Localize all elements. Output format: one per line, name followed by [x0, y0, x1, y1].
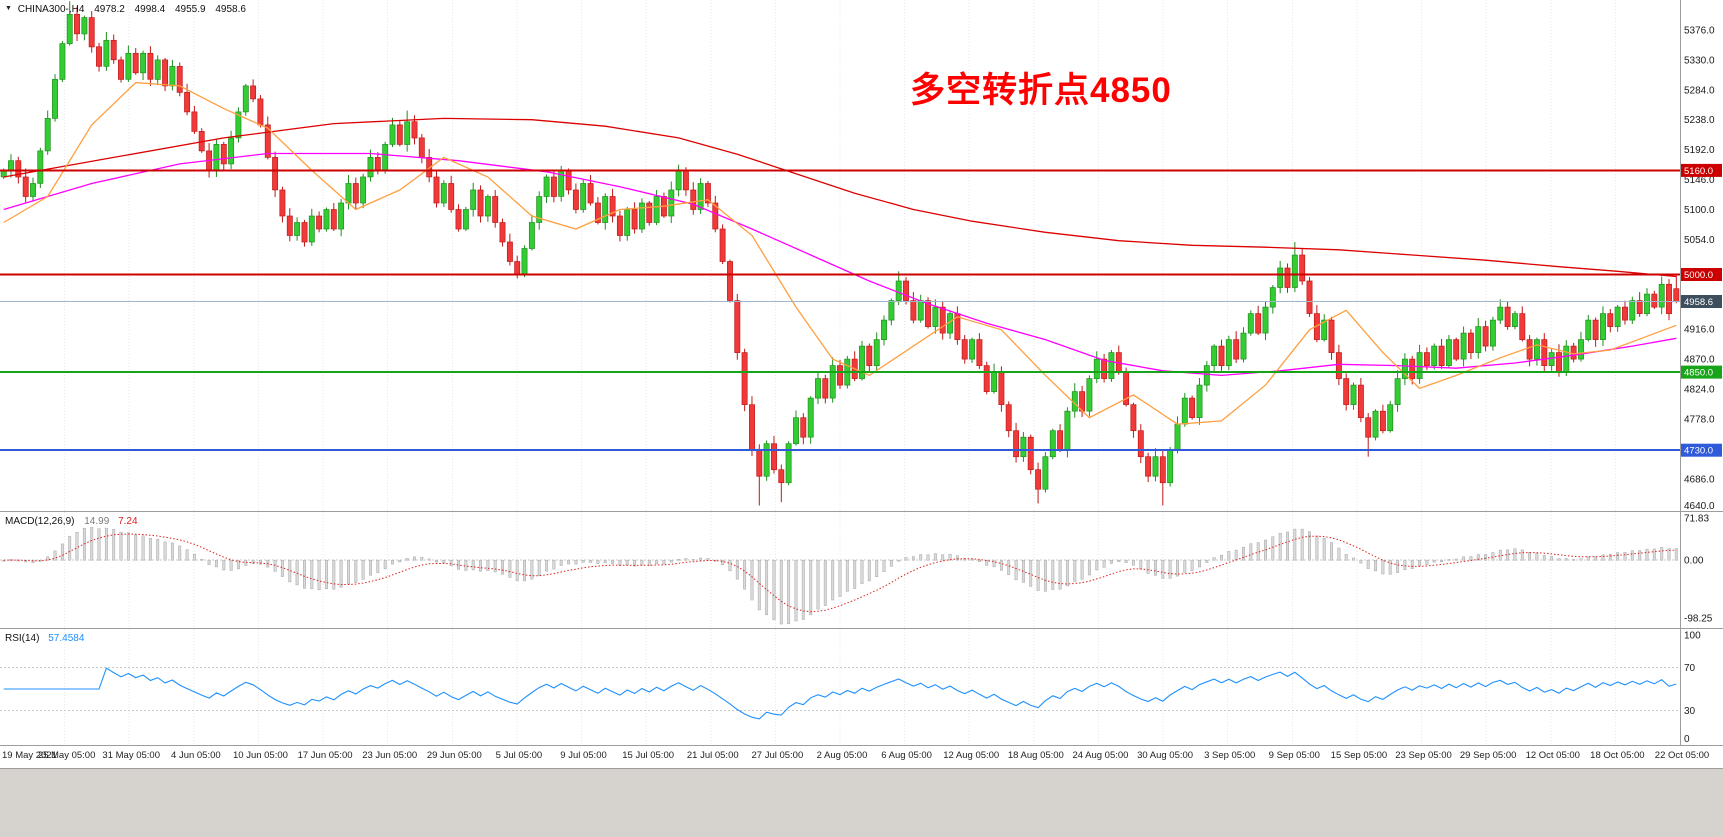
time-axis-label: 15 Jul 05:00: [622, 750, 675, 761]
rsi-axis-label: 0: [1684, 734, 1690, 745]
macd-value-signal: 7.24: [118, 516, 138, 527]
rsi-label-name: RSI(14): [5, 633, 40, 644]
rsi-axis-label: 30: [1684, 706, 1696, 717]
price-badge-text: 4850.0: [1684, 368, 1713, 379]
price-badge: [1681, 268, 1722, 281]
time-axis-label: 21 Jul 05:00: [686, 750, 739, 761]
time-axis[interactable]: 19 May 2021 25 May 05:00 31 May 05:00 4 Jun…: [0, 746, 1723, 768]
price-axis-label: 4824.0: [1684, 385, 1715, 396]
time-axis-label: 4 Jun 05:00: [171, 750, 221, 761]
price-axis-label: 5054.0: [1684, 235, 1715, 246]
price-axis-label: 4640.0: [1684, 501, 1715, 512]
time-axis-label: 15 Sep 05:00: [1330, 750, 1388, 761]
time-axis-label: 29 Jun 05:00: [426, 750, 482, 761]
annotation-text: 多空转折点4850: [910, 71, 1172, 110]
time-axis-label: 18 Aug 05:00: [1007, 750, 1064, 761]
time-axis-label: 23 Sep 05:00: [1395, 750, 1452, 761]
candlestick-layer: [0, 1, 1680, 506]
time-axis-label: 30 Aug 05:00: [1137, 750, 1194, 761]
time-axis-label: 10 Jun 05:00: [232, 750, 288, 761]
price-axis-label: 5376.0: [1684, 25, 1715, 36]
macd-value-main: 14.99: [84, 516, 110, 527]
vertical-gridlines: [64, 629, 1616, 746]
price-axis-label: 4778.0: [1684, 415, 1715, 426]
ma-mid-magenta: [3, 152, 1677, 377]
rsi-axis-label: 70: [1684, 663, 1696, 674]
price-axis-label: 4916.0: [1684, 325, 1715, 336]
price-axis-label: 5100.0: [1684, 205, 1715, 216]
symbol-period-label: CHINA300-,H4: [17, 4, 85, 15]
price-axis-label: 5284.0: [1684, 85, 1715, 96]
macd-indicator-label: MACD(12,26,9) 14.99 7.24: [5, 516, 138, 527]
ma-slow-red: [3, 117, 1677, 278]
time-axis-label: 25 May 05:00: [37, 750, 96, 761]
time-axis-label: 12 Aug 05:00: [943, 750, 1000, 761]
main-chart-pane[interactable]: 5376.0 5330.0 5284.0 5238.0 5192.0 5146.0 5100…: [0, 0, 1723, 512]
macd-axis-label: 0.00: [1684, 556, 1704, 567]
time-axis-label: 3 Sep 05:00: [1204, 750, 1256, 761]
price-axis-label: 5330.0: [1684, 55, 1715, 66]
price-badge-text: 4958.6: [1684, 297, 1713, 308]
price-badge-text: 4730.0: [1684, 446, 1713, 457]
price-badge-text: 5000.0: [1684, 270, 1713, 281]
time-axis-label: 12 Oct 05:00: [1525, 750, 1580, 761]
price-axis-label: 4686.0: [1684, 474, 1715, 485]
time-axis-label: 23 Jun 05:00: [362, 750, 418, 761]
time-axis-label: 18 Oct 05:00: [1590, 750, 1645, 761]
ohlc-high: 4998.4: [134, 4, 166, 15]
chart-title: ▼ CHINA300-,H4 4978.2 4998.4 4955.9 4958…: [5, 4, 246, 15]
price-axis-label: 5238.0: [1684, 115, 1715, 126]
price-badge: [1681, 443, 1722, 457]
rsi-line: [3, 667, 1677, 720]
vertical-gridlines: [64, 0, 1616, 512]
time-axis-label: 9 Sep 05:00: [1268, 750, 1320, 761]
price-badge: [1681, 365, 1722, 379]
rsi-indicator-label: RSI(14) 57.4584: [5, 633, 84, 644]
time-axis-label: 5 Jul 05:00: [495, 750, 543, 761]
price-axis-label: 4870.0: [1684, 355, 1715, 366]
time-axis-label: 2 Aug 05:00: [816, 750, 868, 761]
time-axis-label: 31 May 05:00: [102, 750, 160, 761]
ohlc-low: 4955.9: [174, 4, 206, 15]
time-axis-label: 17 Jun 05:00: [297, 750, 353, 761]
symbol-dropdown-icon[interactable]: ▼: [5, 5, 12, 12]
macd-axis-label: -98.25: [1684, 614, 1713, 625]
rsi-value: 57.4584: [48, 633, 85, 644]
time-axis-label: 6 Aug 05:00: [881, 750, 932, 761]
macd-label-name: MACD(12,26,9): [5, 516, 75, 527]
macd-axis-label: 71.83: [1684, 514, 1709, 525]
rsi-axis-label: 100: [1684, 631, 1701, 642]
ohlc-close: 4958.6: [215, 4, 246, 15]
time-axis-label: 9 Jul 05:00: [560, 750, 607, 761]
price-axis-label: 5192.0: [1684, 145, 1715, 156]
ohlc-open: 4978.2: [94, 4, 125, 15]
price-badge-text: 5160.0: [1684, 166, 1713, 177]
time-axis-label: 19 May 2021: [2, 750, 57, 761]
bottom-panel: [0, 768, 1723, 837]
time-axis-label: 24 Aug 05:00: [1072, 750, 1129, 761]
rsi-pane[interactable]: 100 70 30 0: [0, 629, 1723, 746]
ma-fast-orange: [3, 81, 1677, 425]
macd-histogram: [2, 527, 1678, 625]
price-axis-label: 5146.0: [1684, 175, 1715, 186]
time-axis-label: 29 Sep 05:00: [1459, 750, 1517, 761]
price-badge: [1681, 163, 1722, 177]
time-axis-label: 22 Oct 05:00: [1654, 750, 1710, 761]
price-badge: [1681, 295, 1722, 308]
time-axis-label: 27 Jul 05:00: [751, 750, 804, 761]
macd-pane[interactable]: 71.83 0.00 -98.25: [0, 512, 1723, 629]
